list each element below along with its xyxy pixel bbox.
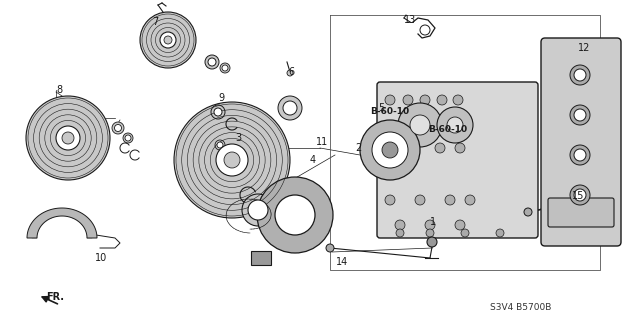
FancyBboxPatch shape	[548, 198, 614, 227]
Circle shape	[287, 70, 293, 76]
Text: 1: 1	[430, 217, 436, 227]
Circle shape	[382, 142, 398, 158]
Text: FR.: FR.	[46, 292, 64, 302]
Circle shape	[248, 200, 268, 220]
Text: 15: 15	[572, 191, 584, 201]
Text: 9: 9	[218, 93, 224, 103]
Circle shape	[435, 143, 445, 153]
FancyBboxPatch shape	[377, 82, 538, 238]
Circle shape	[570, 145, 590, 165]
Text: S3V4 B5700B: S3V4 B5700B	[490, 303, 552, 313]
Circle shape	[455, 143, 465, 153]
Circle shape	[395, 220, 405, 230]
Circle shape	[326, 244, 334, 252]
Circle shape	[62, 132, 74, 144]
Text: 13: 13	[404, 15, 416, 25]
Circle shape	[437, 95, 447, 105]
Circle shape	[415, 195, 425, 205]
Circle shape	[427, 237, 437, 247]
Circle shape	[222, 65, 228, 71]
Circle shape	[216, 144, 248, 176]
Circle shape	[574, 109, 586, 121]
Circle shape	[420, 25, 430, 35]
Circle shape	[410, 115, 430, 135]
Circle shape	[385, 95, 395, 105]
Circle shape	[426, 229, 434, 237]
Circle shape	[465, 195, 475, 205]
Text: 6: 6	[288, 67, 294, 77]
Circle shape	[56, 126, 80, 150]
Text: 11: 11	[316, 137, 328, 147]
Circle shape	[570, 65, 590, 85]
Circle shape	[242, 194, 274, 226]
Circle shape	[174, 102, 290, 218]
Circle shape	[524, 208, 532, 216]
Text: 7: 7	[152, 17, 158, 27]
Circle shape	[160, 32, 176, 48]
Text: 12: 12	[578, 43, 590, 53]
Circle shape	[403, 95, 413, 105]
Circle shape	[140, 12, 196, 68]
Circle shape	[496, 229, 504, 237]
Polygon shape	[27, 208, 97, 238]
Circle shape	[220, 63, 230, 73]
Circle shape	[574, 149, 586, 161]
Circle shape	[461, 229, 469, 237]
Circle shape	[275, 195, 315, 235]
Circle shape	[217, 142, 223, 148]
Circle shape	[445, 195, 455, 205]
Circle shape	[398, 103, 442, 147]
Circle shape	[215, 140, 225, 150]
Text: 3: 3	[235, 133, 241, 143]
FancyBboxPatch shape	[541, 38, 621, 246]
Circle shape	[447, 117, 463, 133]
Circle shape	[214, 108, 222, 116]
Circle shape	[360, 120, 420, 180]
Circle shape	[372, 132, 408, 168]
Text: 14: 14	[336, 257, 348, 267]
Circle shape	[211, 105, 225, 119]
Text: B-60-10: B-60-10	[428, 125, 467, 135]
Circle shape	[115, 124, 122, 131]
Circle shape	[224, 152, 240, 168]
Text: 2: 2	[355, 143, 361, 153]
Text: B-60-10: B-60-10	[370, 108, 409, 116]
Circle shape	[405, 143, 415, 153]
Circle shape	[425, 220, 435, 230]
Circle shape	[570, 105, 590, 125]
Circle shape	[420, 95, 430, 105]
Circle shape	[385, 195, 395, 205]
Circle shape	[125, 135, 131, 141]
Circle shape	[574, 69, 586, 81]
Text: 4: 4	[310, 155, 316, 165]
FancyBboxPatch shape	[251, 251, 271, 265]
Circle shape	[283, 101, 297, 115]
Circle shape	[208, 58, 216, 66]
Circle shape	[123, 133, 133, 143]
Circle shape	[385, 143, 395, 153]
Text: 5: 5	[378, 103, 384, 113]
Circle shape	[205, 55, 219, 69]
Circle shape	[112, 122, 124, 134]
Circle shape	[396, 229, 404, 237]
Circle shape	[257, 177, 333, 253]
Circle shape	[570, 185, 590, 205]
Circle shape	[574, 189, 586, 201]
Circle shape	[455, 220, 465, 230]
Text: 8: 8	[56, 85, 62, 95]
Circle shape	[453, 95, 463, 105]
Text: 10: 10	[95, 253, 108, 263]
Circle shape	[437, 107, 473, 143]
Circle shape	[164, 36, 172, 44]
Circle shape	[278, 96, 302, 120]
Circle shape	[26, 96, 110, 180]
